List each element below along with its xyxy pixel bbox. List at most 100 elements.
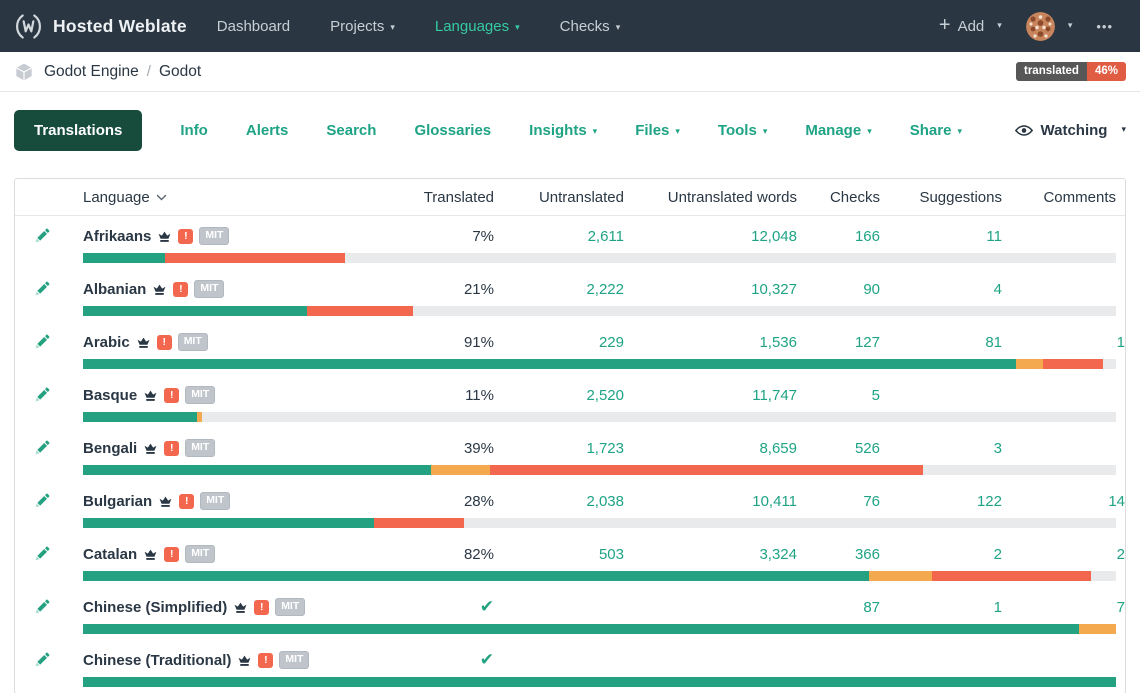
progress-segment-red	[932, 571, 1091, 581]
breadcrumb-component-link[interactable]: Godot	[159, 63, 201, 81]
translated-column-header[interactable]: Translated	[369, 189, 494, 206]
tabs-list: Translations Info Alerts Search Glossaries In…	[14, 110, 962, 151]
untranslated-column-header[interactable]: Untranslated	[494, 189, 624, 206]
progress-segment-red	[165, 253, 346, 263]
untranslated-count-link[interactable]: 503	[599, 546, 624, 563]
caret-down-icon: ▾	[1068, 20, 1073, 31]
edit-translation-button[interactable]	[32, 650, 52, 670]
tab-glossaries[interactable]: Glossaries	[414, 122, 491, 139]
checks-count-link[interactable]: 127	[855, 334, 880, 351]
nav-item-languages[interactable]: Languages▾	[435, 18, 520, 35]
untranslated-count-link[interactable]: 2,038	[586, 493, 624, 510]
tab-info[interactable]: Info	[180, 122, 208, 139]
untranslated-words-count-link[interactable]: 11,747	[752, 387, 797, 404]
table-row-albanian: Albanian !MIT21%2,22210,327904	[15, 269, 1125, 322]
nav-item-checks[interactable]: Checks▾	[560, 18, 621, 35]
progress-segment-orange	[197, 412, 202, 422]
checks-count-link[interactable]: 166	[855, 228, 880, 245]
comments-count-link[interactable]: 1	[1117, 334, 1125, 351]
untranslated-words-column-header[interactable]: Untranslated words	[624, 189, 797, 206]
edit-translation-button[interactable]	[32, 226, 52, 246]
language-link[interactable]: Afrikaans	[83, 228, 151, 245]
user-menu-button[interactable]: ▾	[1026, 12, 1073, 41]
breadcrumb-project-link[interactable]: Godot Engine	[44, 63, 139, 81]
language-link[interactable]: Bengali	[83, 440, 137, 457]
untranslated-count-link[interactable]: 2,520	[586, 387, 624, 404]
language-link[interactable]: Catalan	[83, 546, 137, 563]
suggestions-count-link[interactable]: 122	[977, 493, 1002, 510]
translated-percent: 11%	[465, 387, 494, 404]
untranslated-count-link[interactable]: 2,222	[586, 281, 624, 298]
edit-translation-button[interactable]	[32, 491, 52, 511]
suggestions-count-link[interactable]: 11	[986, 228, 1002, 245]
suggestions-count-link[interactable]: 3	[994, 440, 1002, 457]
translation-progress-bar	[83, 306, 1116, 316]
edit-translation-button[interactable]	[32, 332, 52, 352]
checks-count-link[interactable]: 366	[855, 546, 880, 563]
tab-insights[interactable]: Insights▾	[529, 122, 597, 139]
checks-count-link[interactable]: 5	[872, 387, 880, 404]
alert-badge-icon: !	[164, 547, 179, 562]
checks-count-link[interactable]: 526	[855, 440, 880, 457]
edit-translation-button[interactable]	[32, 438, 52, 458]
edit-translation-button[interactable]	[32, 385, 52, 405]
tab-manage[interactable]: Manage▾	[805, 122, 871, 139]
watching-label: Watching	[1041, 122, 1108, 139]
tab-translations[interactable]: Translations	[14, 110, 142, 151]
checks-count-link[interactable]: 76	[863, 493, 880, 510]
untranslated-count-link[interactable]: 2,611	[588, 228, 624, 245]
suggestions-count-link[interactable]: 4	[994, 281, 1002, 298]
caret-down-icon: ▾	[997, 20, 1002, 31]
overflow-menu-button[interactable]: •••	[1096, 19, 1113, 34]
nav-item-dashboard[interactable]: Dashboard	[217, 18, 290, 35]
table-body: Afrikaans !MIT7%2,61112,04816611 Albania…	[15, 216, 1125, 693]
comments-count-link[interactable]: 14	[1108, 493, 1125, 510]
language-link[interactable]: Chinese (Simplified)	[83, 599, 227, 616]
weblate-brand[interactable]: Hosted Weblate	[13, 11, 187, 42]
caret-down-icon: ▾	[675, 126, 680, 137]
language-link[interactable]: Basque	[83, 387, 137, 404]
translated-status-badge: translated 46%	[1016, 62, 1126, 82]
suggestions-count-link[interactable]: 1	[994, 599, 1002, 616]
checks-column-header[interactable]: Checks	[797, 189, 880, 206]
checks-count-link[interactable]: 90	[863, 281, 880, 298]
pencil-edit-icon	[32, 597, 52, 617]
untranslated-words-count-link[interactable]: 10,327	[751, 281, 797, 298]
untranslated-words-count-link[interactable]: 8,659	[759, 440, 797, 457]
progress-segment-green	[83, 359, 1016, 369]
pencil-edit-icon	[32, 226, 52, 246]
untranslated-words-count-link[interactable]: 10,411	[752, 493, 797, 510]
comments-count-link[interactable]: 7	[1117, 599, 1125, 616]
translation-complete-check-icon: ✔	[480, 597, 494, 617]
watching-dropdown-button[interactable]: Watching ▾	[1015, 122, 1126, 139]
language-link[interactable]: Albanian	[83, 281, 146, 298]
tab-files[interactable]: Files▾	[635, 122, 680, 139]
language-link[interactable]: Arabic	[83, 334, 130, 351]
untranslated-count-link[interactable]: 229	[599, 334, 624, 351]
edit-translation-button[interactable]	[32, 597, 52, 617]
suggestions-column-header[interactable]: Suggestions	[880, 189, 1002, 206]
language-link[interactable]: Bulgarian	[83, 493, 152, 510]
untranslated-count-link[interactable]: 1,723	[586, 440, 624, 457]
tab-alerts[interactable]: Alerts	[246, 122, 289, 139]
nav-item-projects[interactable]: Projects▾	[330, 18, 395, 35]
edit-translation-button[interactable]	[32, 544, 52, 564]
comments-count-link[interactable]: 2	[1117, 546, 1125, 563]
suggestions-count-link[interactable]: 2	[994, 546, 1002, 563]
language-link[interactable]: Chinese (Traditional)	[83, 652, 231, 669]
suggestions-count-link[interactable]: 81	[985, 334, 1002, 351]
license-badge: MIT	[185, 386, 215, 404]
untranslated-words-count-link[interactable]: 3,324	[759, 546, 797, 563]
tab-tools[interactable]: Tools▾	[718, 122, 767, 139]
tab-share[interactable]: Share▾	[910, 122, 962, 139]
add-dropdown-button[interactable]: + Add ▾	[939, 16, 1002, 36]
edit-translation-button[interactable]	[32, 279, 52, 299]
untranslated-words-count-link[interactable]: 1,536	[759, 334, 797, 351]
tab-search[interactable]: Search	[326, 122, 376, 139]
comments-column-header[interactable]: Comments	[1002, 189, 1125, 206]
checks-count-link[interactable]: 87	[863, 599, 880, 616]
untranslated-words-count-link[interactable]: 12,048	[751, 228, 797, 245]
table-row-bulgarian: Bulgarian !MIT28%2,03810,4117612214	[15, 481, 1125, 534]
language-column-header[interactable]: Language	[69, 189, 369, 206]
navbar-right: + Add ▾	[939, 12, 1113, 41]
